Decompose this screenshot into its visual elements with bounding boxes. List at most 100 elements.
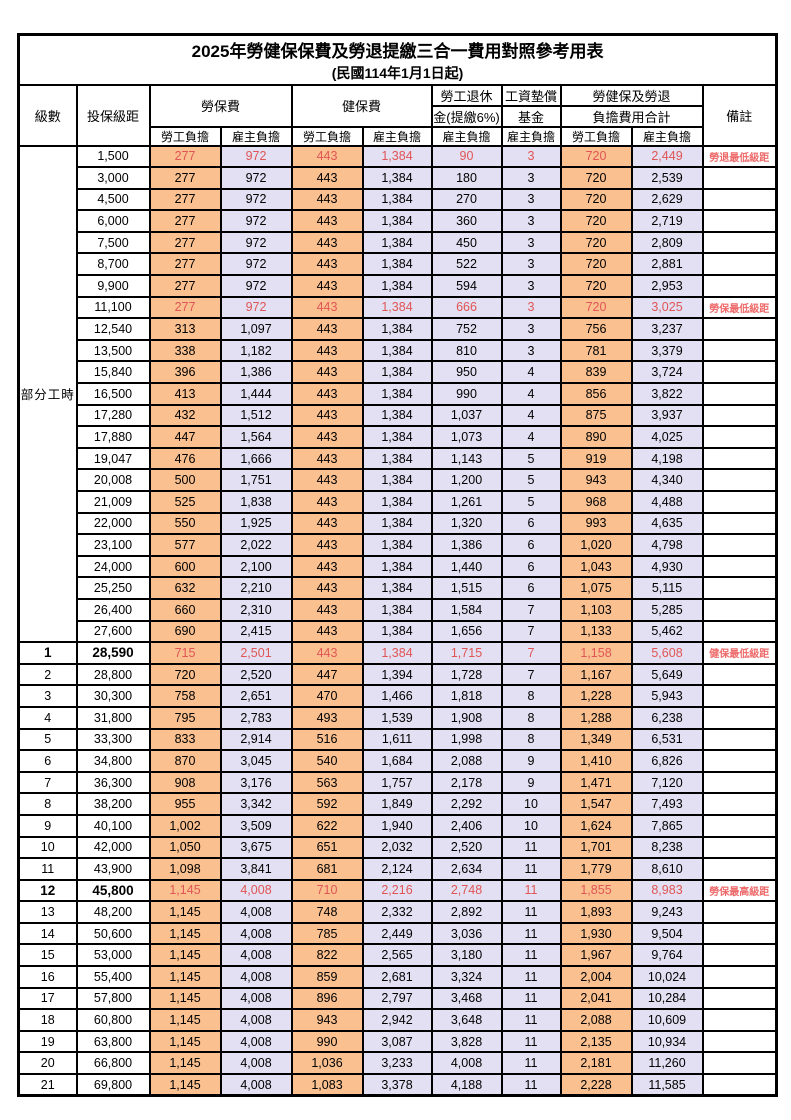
table-row: 8 38,200 955 3,342 592 1,849 2,292 10 1,547 7,493 [17, 792, 778, 816]
value-cell: 4 [500, 425, 562, 449]
value-cell: 1,584 [430, 597, 503, 622]
value-cell: 11 [500, 1073, 562, 1097]
value-cell: 2,520 [219, 662, 293, 687]
level-cell: 19 [17, 1029, 78, 1054]
value-cell: 4,008 [219, 965, 293, 989]
table-row: 4 31,800 795 2,783 493 1,539 1,908 8 1,288 6,238 [17, 705, 778, 730]
value-cell: 4,008 [219, 1073, 293, 1097]
bracket-cell: 24,000 [75, 554, 151, 579]
value-cell: 1,384 [361, 166, 433, 190]
value-cell: 1,893 [559, 900, 633, 924]
value-cell: 470 [290, 684, 364, 708]
value-cell: 1,384 [361, 597, 433, 622]
value-cell: 1,384 [361, 576, 433, 600]
value-cell: 972 [219, 230, 293, 255]
remark-cell [701, 209, 778, 233]
remark-cell [701, 360, 778, 385]
remark-cell [701, 446, 778, 471]
bracket-cell: 23,100 [75, 533, 151, 557]
bracket-cell: 38,200 [75, 792, 151, 816]
value-cell: 2,178 [430, 770, 503, 795]
value-cell: 1,818 [430, 684, 503, 708]
value-cell: 720 [559, 295, 633, 320]
level-cell: 4 [17, 705, 78, 730]
value-cell: 4,340 [630, 468, 704, 492]
value-cell: 972 [219, 274, 293, 298]
value-cell: 1,002 [148, 813, 222, 838]
subheader-wage-fund-employer: 雇主負擔 [500, 125, 562, 147]
value-cell: 3 [500, 209, 562, 233]
bracket-cell: 11,100 [75, 295, 151, 320]
value-cell: 2,100 [219, 554, 293, 579]
remark-cell [701, 705, 778, 730]
table-row: 15,840 396 1,386 443 1,384 950 4 839 3,724 [19, 360, 778, 385]
value-cell: 3,025 [630, 295, 704, 320]
table-row: 7 36,300 908 3,176 563 1,757 2,178 9 1,471 7,120 [17, 770, 778, 795]
value-cell: 4,008 [219, 921, 293, 946]
value-cell: 1,145 [148, 965, 222, 989]
value-cell: 6,531 [630, 727, 704, 752]
value-cell: 3,724 [630, 360, 704, 385]
value-cell: 972 [219, 166, 293, 190]
level-cell: 7 [17, 770, 78, 795]
value-cell: 7 [500, 641, 562, 665]
remark-cell [701, 619, 778, 644]
value-cell: 3,045 [219, 749, 293, 773]
value-cell: 3,937 [630, 403, 704, 428]
value-cell: 1,384 [361, 144, 433, 169]
value-cell: 781 [559, 338, 633, 363]
table-row: 12 45,800 1,145 4,008 710 2,216 2,748 11 1,855 8,… [17, 878, 778, 903]
value-cell: 990 [430, 382, 503, 406]
value-cell: 443 [290, 230, 364, 255]
value-cell: 4,198 [630, 446, 704, 471]
remark-cell [701, 511, 778, 536]
value-cell: 443 [290, 144, 364, 169]
remark-cell [701, 986, 778, 1011]
table-row: 21,009 525 1,838 443 1,384 1,261 5 968 4,488 [19, 490, 778, 514]
value-cell: 651 [290, 835, 364, 860]
bracket-cell: 40,100 [75, 813, 151, 838]
value-cell: 1,701 [559, 835, 633, 860]
value-cell: 3 [500, 295, 562, 320]
bracket-cell: 21,009 [75, 490, 151, 514]
bracket-cell: 13,500 [75, 338, 151, 363]
table-row: 18 60,800 1,145 4,008 943 2,942 3,648 11 2,088 10… [17, 1008, 778, 1032]
value-cell: 8 [500, 705, 562, 730]
remark-cell [701, 900, 778, 924]
value-cell: 3 [500, 166, 562, 190]
value-cell: 660 [148, 597, 222, 622]
value-cell: 2,216 [361, 878, 433, 903]
col-header-remark: 備註 [701, 83, 778, 147]
remark-cell [701, 1051, 778, 1076]
value-cell: 972 [219, 209, 293, 233]
value-cell: 993 [559, 511, 633, 536]
value-cell: 666 [430, 295, 503, 320]
value-cell: 447 [290, 662, 364, 687]
table-row: 16 55,400 1,145 4,008 859 2,681 3,324 11 2,004 10… [17, 965, 778, 989]
value-cell: 1,855 [559, 878, 633, 903]
value-cell: 443 [290, 166, 364, 190]
value-cell: 1,386 [430, 533, 503, 557]
value-cell: 2,228 [559, 1073, 633, 1097]
remark-cell [701, 554, 778, 579]
value-cell: 4,008 [219, 1029, 293, 1054]
value-cell: 720 [148, 662, 222, 687]
value-cell: 1,444 [219, 382, 293, 406]
bracket-cell: 26,400 [75, 597, 151, 622]
value-cell: 1,384 [361, 619, 433, 644]
value-cell: 1,050 [148, 835, 222, 860]
level-cell: 11 [17, 857, 78, 881]
remark-cell [701, 166, 778, 190]
value-cell: 11,585 [630, 1073, 704, 1097]
value-cell: 758 [148, 684, 222, 708]
value-cell: 955 [148, 792, 222, 816]
value-cell: 4,008 [219, 878, 293, 903]
bracket-cell: 19,047 [75, 446, 151, 471]
value-cell: 5,608 [630, 641, 704, 665]
value-cell: 9 [500, 770, 562, 795]
bracket-cell: 36,300 [75, 770, 151, 795]
bracket-cell: 55,400 [75, 965, 151, 989]
bracket-cell: 30,300 [75, 684, 151, 708]
value-cell: 1,386 [219, 360, 293, 385]
remark-cell [701, 533, 778, 557]
